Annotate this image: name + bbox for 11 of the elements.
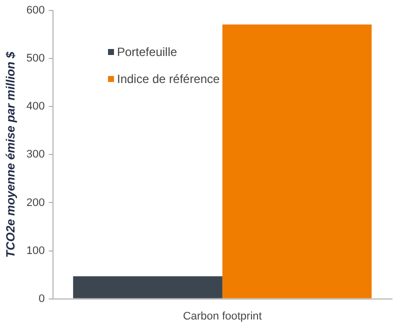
y-tick-label: 100 bbox=[26, 244, 45, 257]
y-tick-label: 300 bbox=[26, 148, 45, 161]
legend-label: Portefeuille bbox=[117, 44, 178, 58]
y-tick-label: 200 bbox=[26, 196, 45, 209]
x-tick-label: Carbon footprint bbox=[182, 310, 262, 322]
y-tick-label: 600 bbox=[26, 4, 45, 17]
y-tick-label: 0 bbox=[38, 292, 45, 305]
y-axis-title: TCO2e moyenne émise par million $ bbox=[4, 51, 18, 258]
y-tick-label: 500 bbox=[26, 52, 45, 65]
legend-label: Indice de référence bbox=[117, 72, 220, 86]
y-tick-label: 400 bbox=[26, 100, 45, 113]
